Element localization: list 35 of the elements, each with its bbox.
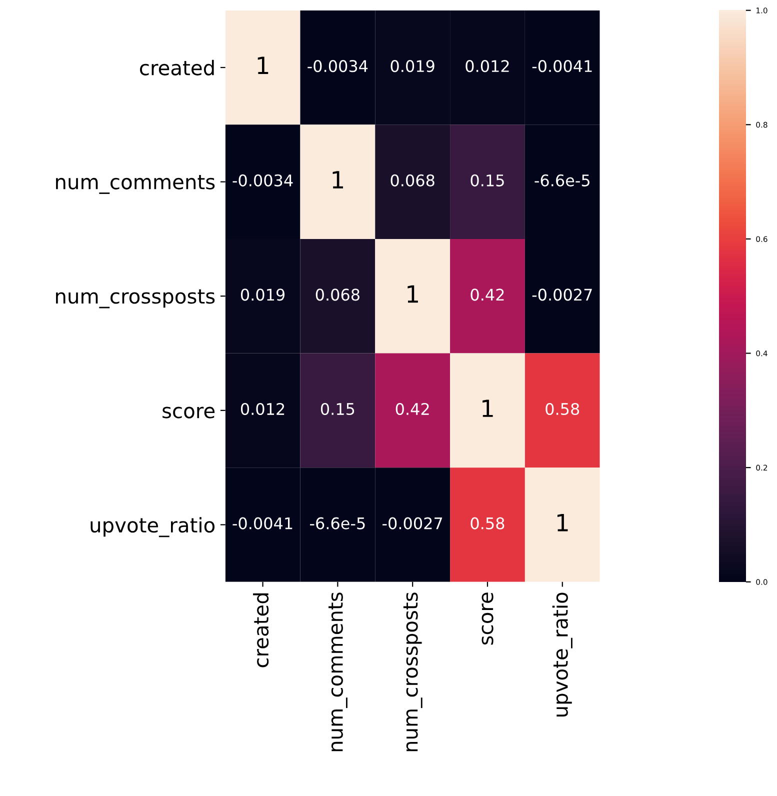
- y-tick-label: created: [140, 60, 214, 76]
- x-tick-label: num_comments: [328, 592, 348, 752]
- data-label: 0.068: [390, 174, 434, 186]
- data-label: 0.012: [240, 402, 284, 416]
- y-tick-label: score: [162, 406, 215, 418]
- data-label: 0.019: [240, 288, 285, 301]
- data-label: -0.0027: [532, 288, 592, 301]
- y-tick-label: upvote_ratio: [90, 517, 215, 538]
- data-label: 0.15: [470, 174, 504, 186]
- data-label: 0.42: [396, 402, 429, 416]
- data-label: -0.0034: [232, 174, 293, 186]
- data-label: -0.0041: [532, 60, 592, 72]
- data-label: -0.0027: [382, 517, 442, 530]
- data-label: 0.15: [320, 402, 354, 416]
- data-label: 0.019: [390, 60, 434, 72]
- data-label: 0.58: [470, 517, 504, 530]
- data-label: -6.6e-5: [310, 517, 365, 530]
- data-label: 1: [258, 56, 268, 74]
- x-tick-label: upvote_ratio: [552, 592, 572, 716]
- y-tick-label: num_crossposts: [56, 289, 215, 308]
- x-tick-label: score: [482, 592, 494, 645]
- x-tick-label: num_crossposts: [403, 592, 422, 752]
- data-label: 0.068: [316, 288, 360, 301]
- x-tick-label: created: [253, 593, 269, 668]
- data-label: 0.012: [466, 60, 509, 72]
- data-label: -6.6e-5: [534, 174, 590, 186]
- data-label: -0.0034: [308, 60, 368, 72]
- data-label: -0.0041: [232, 517, 292, 530]
- data-label: 1: [332, 171, 344, 188]
- y-tick-label: num_comments: [56, 175, 215, 194]
- data-label: 0.42: [470, 288, 504, 301]
- data-label: 1: [482, 400, 493, 417]
- data-label: 1: [557, 514, 568, 532]
- data-label: 1: [408, 285, 418, 303]
- data-label: 0.58: [546, 402, 580, 416]
